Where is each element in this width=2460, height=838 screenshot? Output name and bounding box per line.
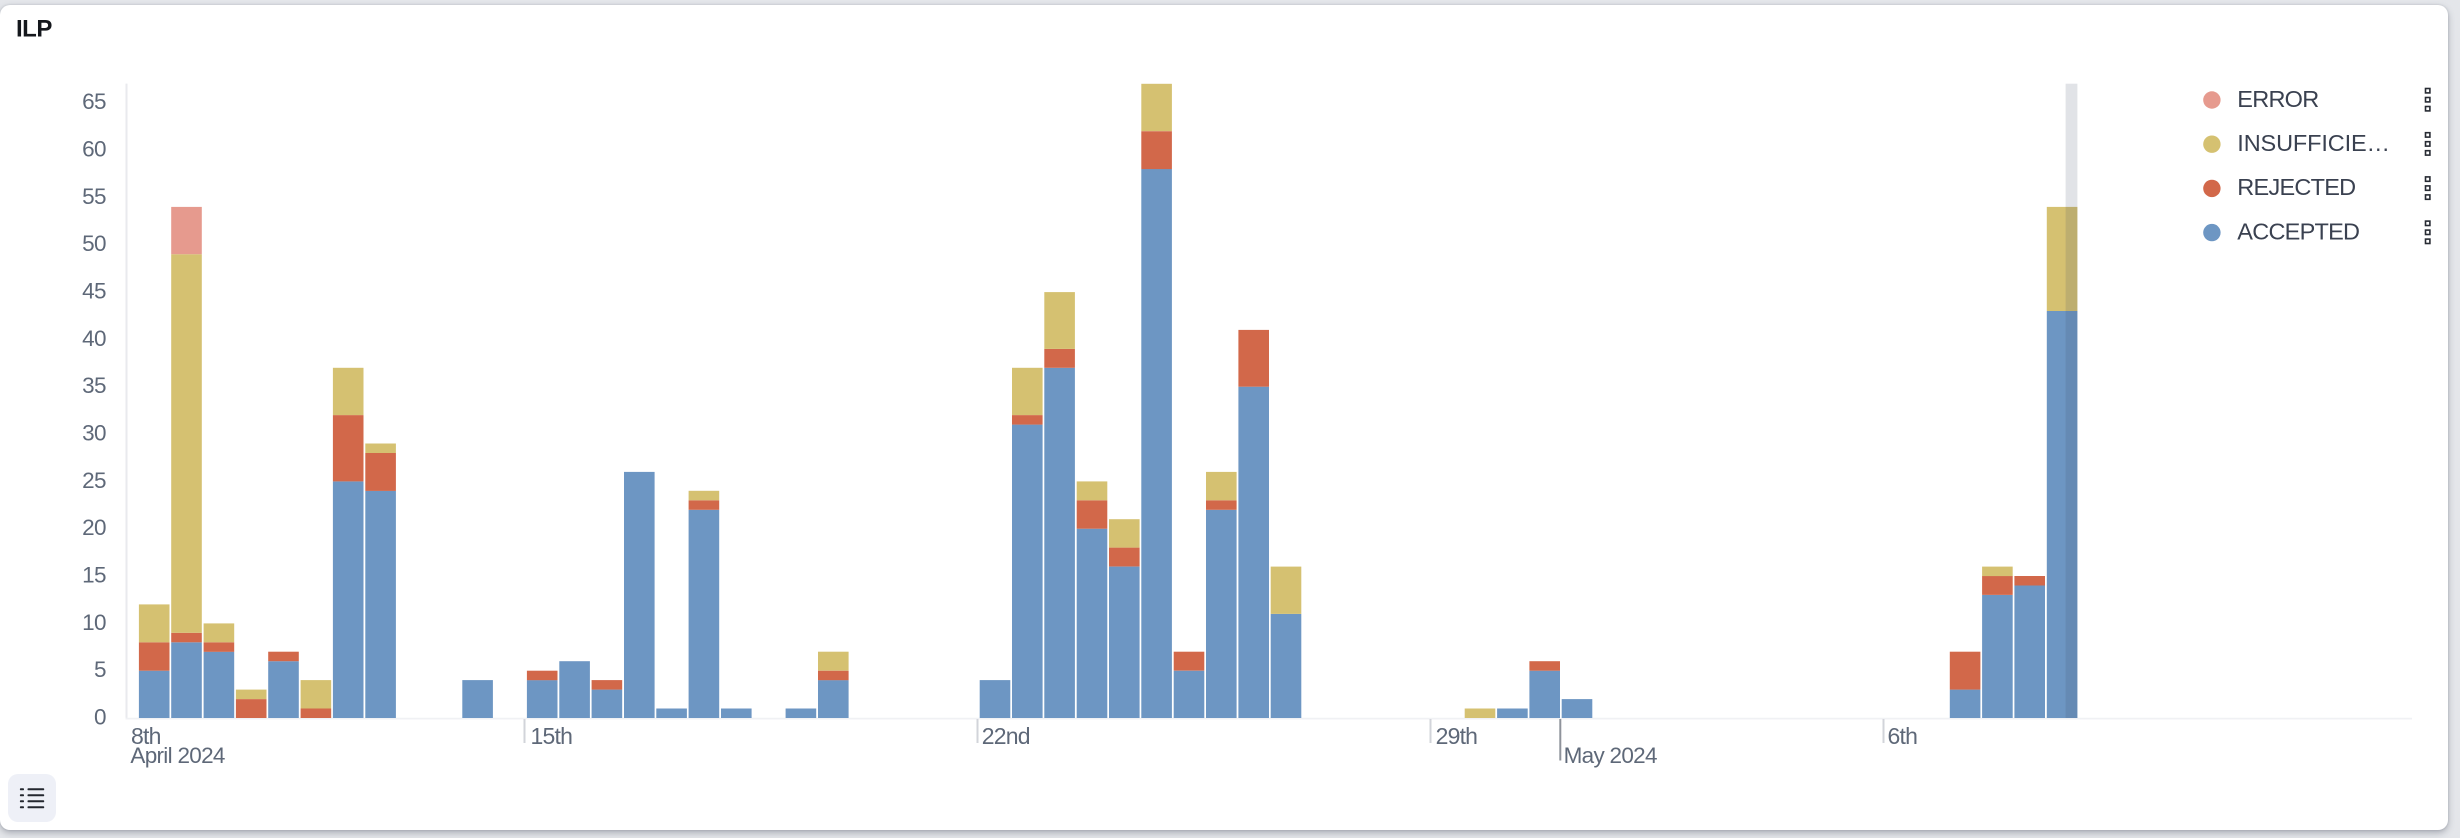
svg-text:8th: 8th	[131, 723, 161, 749]
svg-text:INSUFFICIE…: INSUFFICIE…	[2237, 130, 2389, 156]
svg-text:20: 20	[82, 515, 106, 540]
svg-text:25: 25	[82, 468, 106, 493]
svg-text:May 2024: May 2024	[1564, 743, 1657, 768]
svg-text:5: 5	[94, 657, 106, 682]
svg-text:65: 65	[82, 89, 106, 114]
svg-text:0: 0	[94, 704, 106, 729]
svg-text:22nd: 22nd	[982, 723, 1030, 749]
svg-text:15: 15	[82, 562, 106, 587]
svg-text:30: 30	[82, 420, 106, 445]
svg-text:50: 50	[82, 231, 106, 256]
svg-text:15th: 15th	[531, 723, 573, 749]
svg-text:40: 40	[82, 326, 106, 351]
svg-text:10: 10	[82, 610, 106, 635]
svg-text:ERROR: ERROR	[2237, 86, 2318, 112]
svg-text:ACCEPTED: ACCEPTED	[2237, 218, 2359, 244]
svg-text:55: 55	[82, 184, 106, 209]
svg-text:35: 35	[82, 373, 106, 398]
svg-text:ILP: ILP	[16, 16, 52, 43]
svg-text:60: 60	[82, 137, 106, 162]
svg-text:April 2024: April 2024	[130, 743, 225, 768]
svg-text:REJECTED: REJECTED	[2237, 174, 2355, 200]
svg-text:6th: 6th	[1888, 723, 1918, 749]
svg-text:45: 45	[82, 279, 106, 304]
svg-text:29th: 29th	[1436, 723, 1478, 749]
